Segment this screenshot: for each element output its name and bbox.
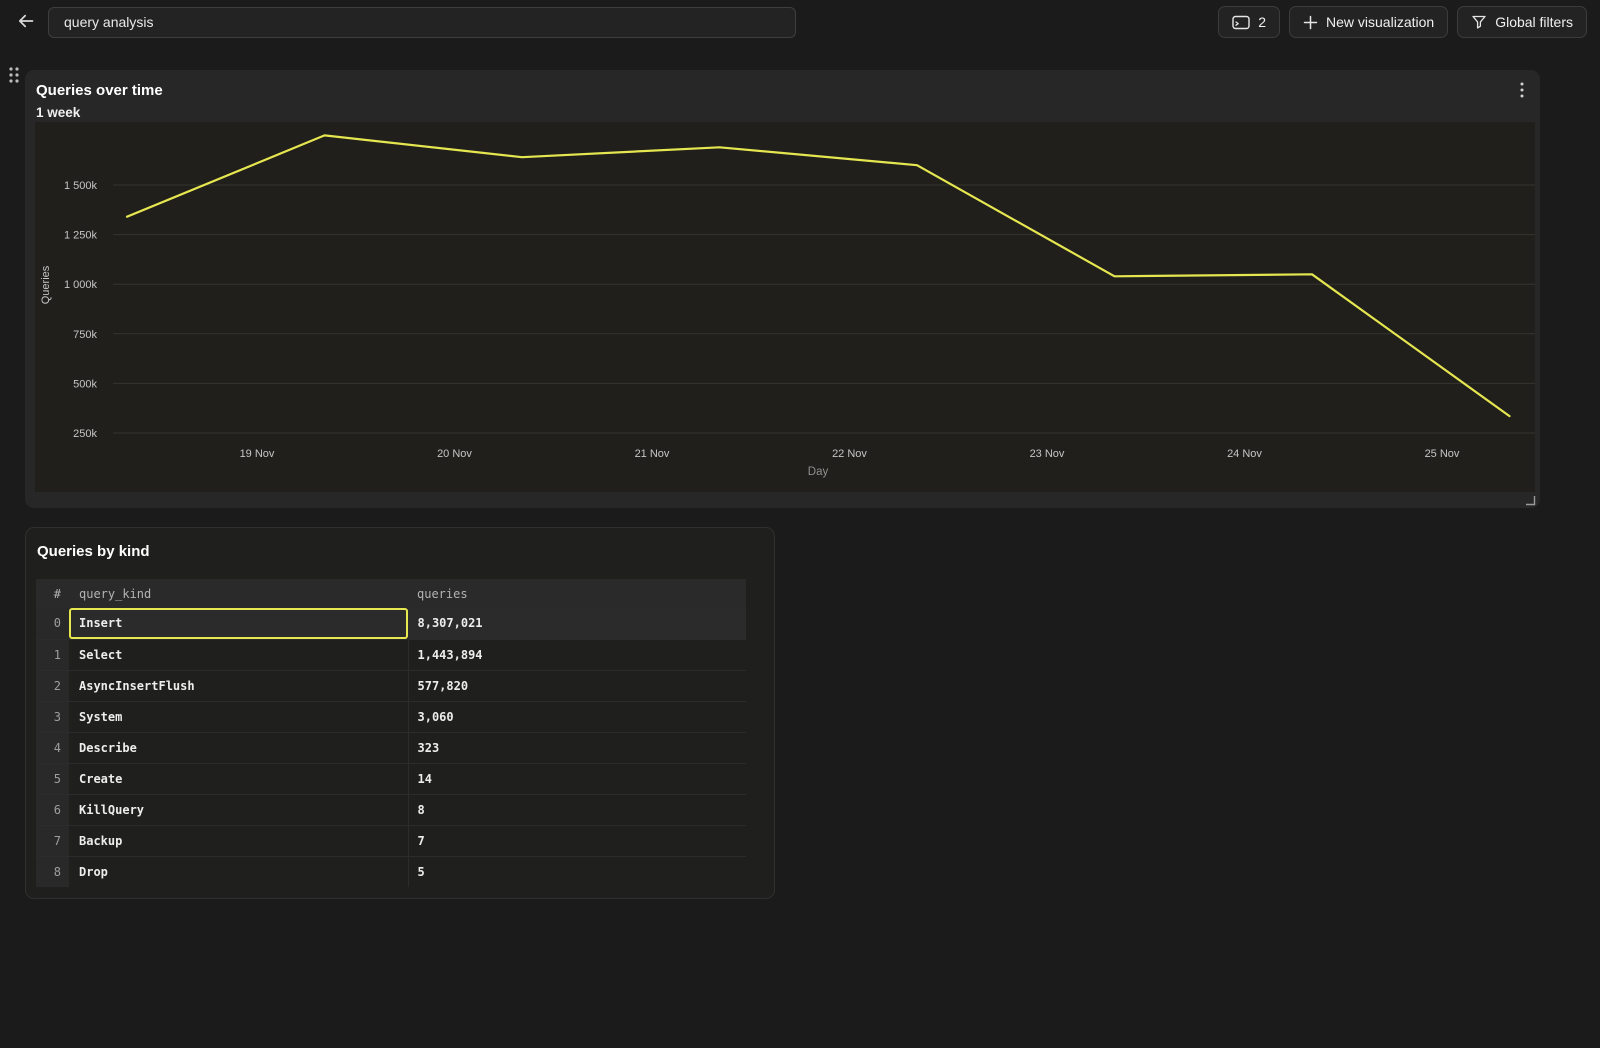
table-row: 1 Select 1,443,894 bbox=[36, 639, 746, 670]
queries-cell[interactable]: 14 bbox=[417, 771, 432, 786]
query-kind-cell[interactable]: KillQuery bbox=[69, 794, 409, 825]
query-kind-cell[interactable]: Insert bbox=[69, 608, 409, 639]
row-index: 1 bbox=[36, 639, 69, 670]
queries-by-kind-table: # query_kind queries 0 Insert 8,307,021 1 Se… bbox=[36, 579, 746, 887]
query-kind-cell[interactable]: Backup bbox=[69, 825, 409, 856]
queries-cell[interactable]: 323 bbox=[417, 740, 440, 755]
queries-cell[interactable]: 8,307,021 bbox=[408, 608, 746, 639]
table-header-row: # query_kind queries bbox=[36, 579, 746, 608]
row-index: 4 bbox=[36, 732, 69, 763]
y-tick-label: 1 000k bbox=[64, 279, 98, 291]
topbar: 2 New visualization Global filters bbox=[0, 0, 1600, 44]
y-tick-label: 750k bbox=[73, 329, 97, 341]
queries-over-time-panel: Queries over time 1 week 250k 500k 750k 1 0… bbox=[25, 70, 1540, 508]
chart-canvas: 250k 500k 750k 1 000k 1 250k 1 500k 19 Nov 20 N… bbox=[40, 134, 1535, 478]
column-header-query-kind[interactable]: query_kind bbox=[79, 586, 152, 601]
global-filters-button[interactable]: Global filters bbox=[1457, 6, 1587, 38]
queries-by-kind-panel: Queries by kind # query_kind queries 0 In… bbox=[25, 527, 775, 899]
query-kind-cell[interactable]: Drop bbox=[69, 856, 409, 887]
back-arrow-icon bbox=[16, 11, 36, 34]
x-tick-label: 25 Nov bbox=[1425, 448, 1460, 460]
table-row: 0 Insert 8,307,021 bbox=[36, 608, 746, 639]
row-index: 7 bbox=[36, 825, 69, 856]
queries-cell[interactable]: 577,820 bbox=[417, 678, 469, 693]
plus-icon bbox=[1303, 15, 1318, 30]
new-visualization-label: New visualization bbox=[1326, 14, 1435, 30]
queries-cell[interactable]: 3,060 bbox=[417, 709, 454, 724]
table-row: 7 Backup 7 bbox=[36, 825, 746, 856]
queries-line-chart[interactable]: 250k 500k 750k 1 000k 1 250k 1 500k 19 Nov 20 N… bbox=[35, 122, 1535, 492]
row-index: 6 bbox=[36, 794, 69, 825]
console-count-label: 2 bbox=[1258, 14, 1267, 30]
panel-drag-handle-icon[interactable] bbox=[7, 66, 21, 89]
queries-cell[interactable]: 8 bbox=[417, 802, 425, 817]
panel-resize-handle[interactable] bbox=[1525, 493, 1537, 506]
series-line-queries bbox=[125, 134, 1511, 418]
x-tick-label: 20 Nov bbox=[437, 448, 472, 460]
y-tick-label: 1 250k bbox=[64, 230, 98, 242]
query-kind-cell[interactable]: System bbox=[69, 701, 409, 732]
column-header-queries[interactable]: queries bbox=[417, 586, 468, 601]
column-header-index[interactable]: # bbox=[53, 586, 61, 601]
row-index: 3 bbox=[36, 701, 69, 732]
table-row: 8 Drop 5 bbox=[36, 856, 746, 887]
y-tick-label: 250k bbox=[73, 428, 97, 440]
global-filters-label: Global filters bbox=[1495, 14, 1573, 30]
back-button[interactable] bbox=[13, 9, 39, 35]
chart-timerange: 1 week bbox=[36, 105, 81, 120]
table-row: 4 Describe 323 bbox=[36, 732, 746, 763]
table-row: 2 AsyncInsertFlush 577,820 bbox=[36, 670, 746, 701]
queries-cell[interactable]: 7 bbox=[417, 833, 425, 848]
query-kind-cell[interactable]: Create bbox=[69, 763, 409, 794]
table-row: 5 Create 14 bbox=[36, 763, 746, 794]
query-kind-cell[interactable]: Select bbox=[69, 639, 409, 670]
y-axis-name: Queries bbox=[40, 265, 52, 304]
x-axis-name: Day bbox=[808, 466, 829, 478]
console-count-button[interactable]: 2 bbox=[1218, 6, 1281, 38]
queries-cell[interactable]: 1,443,894 bbox=[417, 647, 483, 662]
query-kind-cell[interactable]: Describe bbox=[69, 732, 409, 763]
table-title: Queries by kind bbox=[37, 543, 150, 560]
query-kind-cell[interactable]: AsyncInsertFlush bbox=[69, 670, 409, 701]
queries-cell[interactable]: 5 bbox=[417, 864, 425, 879]
new-visualization-button[interactable]: New visualization bbox=[1289, 6, 1449, 38]
x-tick-label: 23 Nov bbox=[1030, 448, 1065, 460]
x-tick-label: 19 Nov bbox=[240, 448, 275, 460]
console-icon bbox=[1232, 15, 1250, 30]
y-tick-label: 1 500k bbox=[64, 180, 98, 192]
row-index: 5 bbox=[36, 763, 69, 794]
x-tick-label: 24 Nov bbox=[1227, 448, 1262, 460]
x-tick-label: 22 Nov bbox=[832, 448, 867, 460]
row-index: 0 bbox=[36, 608, 69, 639]
row-index: 8 bbox=[36, 856, 69, 887]
chart-menu-button[interactable] bbox=[1513, 81, 1531, 101]
table-row: 6 KillQuery 8 bbox=[36, 794, 746, 825]
dashboard-title-input[interactable] bbox=[48, 6, 796, 38]
row-index: 2 bbox=[36, 670, 69, 701]
chart-title: Queries over time bbox=[36, 82, 163, 99]
table-row: 3 System 3,060 bbox=[36, 701, 746, 732]
kebab-menu-icon bbox=[1520, 82, 1524, 101]
y-tick-label: 500k bbox=[73, 378, 97, 390]
x-tick-label: 21 Nov bbox=[635, 448, 670, 460]
funnel-icon bbox=[1471, 14, 1487, 30]
